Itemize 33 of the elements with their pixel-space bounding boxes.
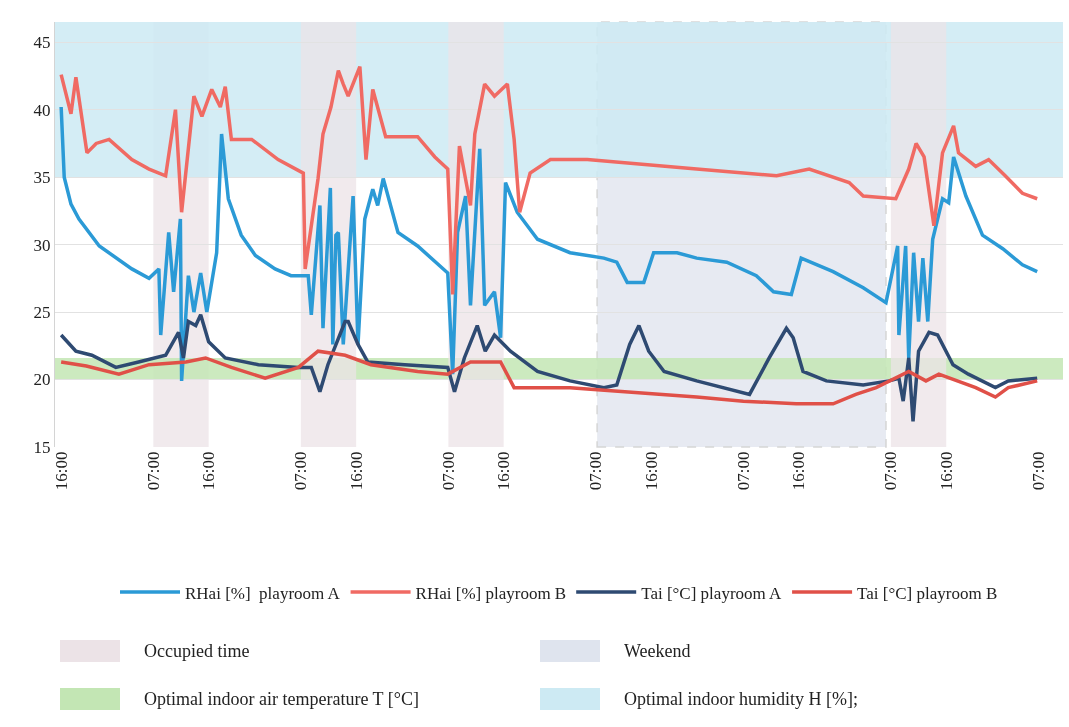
y-tick-label: 20 (33, 370, 51, 390)
y-tick-label: 15 (33, 437, 51, 457)
x-tick-label: 07:00 (586, 451, 606, 491)
legend-label: RHai [%] playroom B (415, 583, 567, 603)
legend-label: Tai [°C] playroom A (641, 583, 783, 603)
x-tick-label: 07:00 (1028, 451, 1048, 491)
x-tick-label: 16:00 (199, 451, 219, 491)
y-tick-label: 25 (33, 303, 51, 323)
x-tick-label: 07:00 (291, 451, 311, 491)
line-series (59, 349, 1039, 406)
x-tick-label: 07:00 (733, 451, 753, 491)
x-tick-label: 16:00 (494, 451, 514, 491)
x-tick-label: 07:00 (438, 451, 458, 491)
legend-label: Weekend (624, 640, 691, 662)
legend-label: Optimal indoor air temperature T [°C] (144, 688, 419, 710)
line-series (59, 105, 1039, 383)
legend-label: Occupied time (144, 640, 250, 662)
y-tick-label: 45 (33, 33, 51, 53)
x-tick-label: 16:00 (789, 451, 809, 491)
x-tick-label: 07:00 (143, 451, 163, 491)
line-series (59, 313, 1039, 424)
x-tick-label: 16:00 (346, 451, 366, 491)
x-tick-label: 07:00 (881, 451, 901, 491)
x-tick-label: 16:00 (51, 451, 71, 491)
y-tick-label: 35 (33, 168, 51, 188)
legend-label: Optimal indoor humidity H [%]; (624, 688, 858, 710)
legend-label: RHai [%] playroom A (185, 583, 341, 603)
x-tick-label: 16:00 (936, 451, 956, 491)
x-tick-label: 16:00 (641, 451, 661, 491)
y-tick-label: 40 (33, 100, 51, 120)
legend-label: Tai [°C] playroom B (857, 583, 998, 603)
line-series (59, 64, 1039, 297)
y-tick-label: 30 (33, 235, 51, 255)
